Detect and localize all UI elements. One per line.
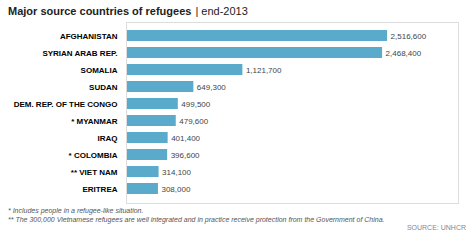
- svg-text:ERITREA: ERITREA: [82, 185, 117, 194]
- svg-text:* COLOMBIA: * COLOMBIA: [69, 151, 118, 160]
- html-text:* Includes people in a refugee: * Includes people in a refugee-like situ…: [8, 207, 144, 214]
- svg-text:1,121,700: 1,121,700: [246, 66, 282, 75]
- svg-text:314,100: 314,100: [162, 168, 191, 177]
- svg-text:2,468,400: 2,468,400: [386, 49, 422, 58]
- svg-text:SYRIAN ARAB REP.: SYRIAN ARAB REP.: [42, 49, 117, 58]
- svg-text:396,600: 396,600: [171, 151, 200, 160]
- html-text:** The 300,000 Vietnamese refu: ** The 300,000 Vietnamese refugees are w…: [8, 215, 385, 223]
- svg-text:AFGHANISTAN: AFGHANISTAN: [60, 32, 118, 41]
- html-text:Major source countries of refu: Major source countries of refugees | end…: [8, 5, 248, 17]
- svg-text:649,300: 649,300: [197, 83, 226, 92]
- svg-text:IRAQ: IRAQ: [98, 134, 118, 143]
- svg-text:2,516,600: 2,516,600: [391, 32, 427, 41]
- svg-text:499,500: 499,500: [181, 100, 210, 109]
- svg-text:SOMALIA: SOMALIA: [81, 66, 118, 75]
- svg-text:401,400: 401,400: [171, 134, 200, 143]
- svg-text:SUDAN: SUDAN: [89, 83, 118, 92]
- svg-text:479,600: 479,600: [179, 117, 208, 126]
- svg-text:DEM. REP. OF THE CONGO: DEM. REP. OF THE CONGO: [14, 100, 118, 109]
- svg-text:** VIET NAM: ** VIET NAM: [71, 168, 118, 177]
- svg-text:* MYANMAR: * MYANMAR: [71, 117, 118, 126]
- html-text:SOURCE: UNHCR: SOURCE: UNHCR: [406, 224, 466, 231]
- svg-text:308,000: 308,000: [161, 185, 190, 194]
